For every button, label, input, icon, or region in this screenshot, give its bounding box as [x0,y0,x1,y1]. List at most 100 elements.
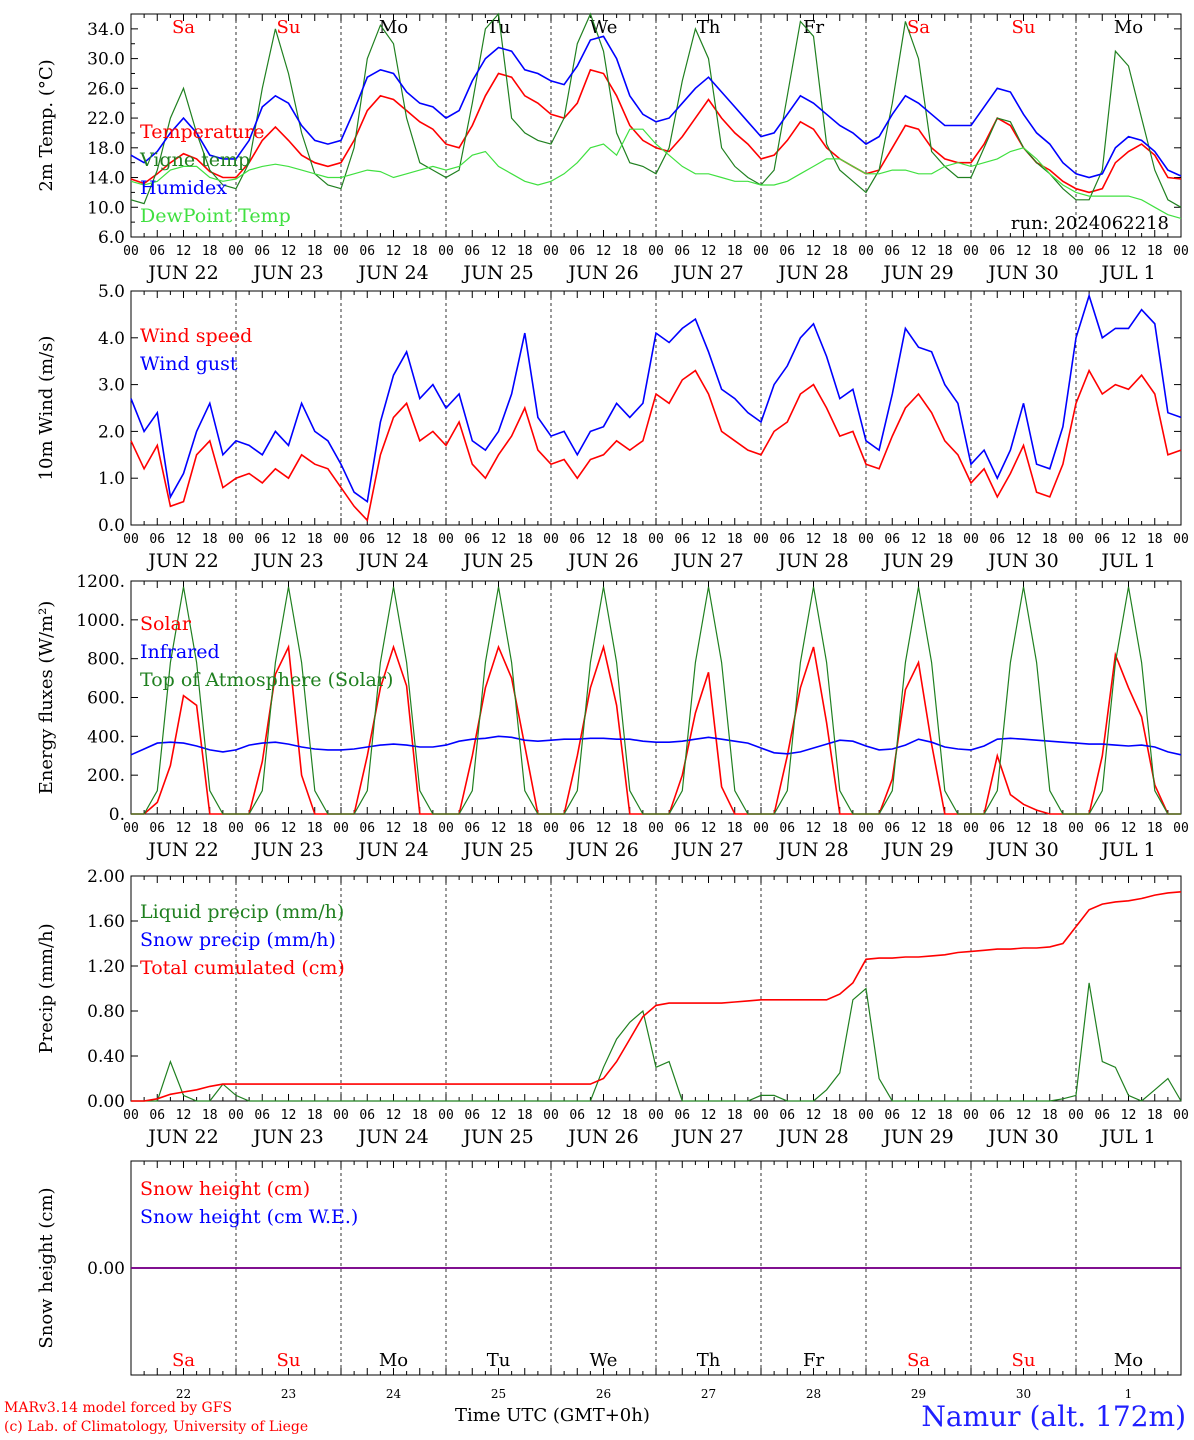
date-label: JUN 30 [986,839,1058,861]
legend-entry: Liquid precip (mm/h) [140,901,344,923]
panel-wind: 0.0 1.0 2.0 3.0 4.0 5.0 10m Wind (m/s) 00 06 12 18… [36,282,1189,572]
weekday-label: Sa [907,17,930,38]
weekday-label: Mo [379,17,408,38]
y-tick-label: 6.0 [98,228,125,248]
day-number-label: 22 [176,1387,191,1401]
date-label: JUN 28 [776,1126,848,1148]
day-number-label: 25 [491,1387,506,1401]
panel-precip: 0.00 0.40 0.80 1.20 1.60 2.00 Precip (mm/h) 00 0… [36,867,1189,1148]
date-label: JUN 29 [881,839,953,861]
hour-tick-label: 12 [176,1108,192,1123]
hour-tick-label: 12 [176,244,192,259]
hour-tick-label: 06 [359,244,375,259]
legend-entry: Snow height (cm W.E.) [140,1206,358,1228]
weekday-label: Sa [172,1350,195,1371]
hour-tick-label: 12 [596,821,612,836]
y-tick-label: 14.0 [87,169,125,189]
hour-tick-label: 06 [464,821,480,836]
hour-tick-label: 00 [963,532,979,547]
hour-tick-label: 12 [281,821,297,836]
hour-tick-label: 06 [149,532,165,547]
day-number-label: 30 [1016,1387,1031,1401]
hour-tick-label: 18 [517,244,533,259]
hour-tick-label: 06 [779,821,795,836]
hour-tick-label: 12 [1016,1108,1032,1123]
hour-tick-label: 00 [753,244,769,259]
hour-tick-label: 18 [832,821,848,836]
hour-tick-label: 06 [1094,821,1110,836]
date-label: JUN 25 [461,550,533,572]
hour-tick-label: 18 [1147,244,1163,259]
date-label: JUL 1 [1099,262,1155,284]
hour-tick-label: 18 [202,821,218,836]
hour-tick-label: 18 [517,1108,533,1123]
hour-tick-label: 12 [386,244,402,259]
weekday-label: Su [277,17,301,38]
y-tick-label: 0.40 [87,1047,125,1067]
hour-tick-label: 12 [491,532,507,547]
hour-tick-label: 12 [176,821,192,836]
date-label: JUN 29 [881,262,953,284]
hour-tick-label: 12 [701,532,717,547]
hour-tick-label: 12 [596,532,612,547]
date-label: JUN 25 [461,262,533,284]
weekday-label: Sa [172,17,195,38]
hour-tick-label: 06 [569,244,585,259]
date-label: JUN 29 [881,550,953,572]
y-tick-label: 800. [87,650,125,670]
date-label: JUN 23 [251,1126,323,1148]
hour-tick-label: 12 [176,532,192,547]
hour-tick-label: 00 [438,1108,454,1123]
hour-tick-label: 06 [674,821,690,836]
model-credit-line2: (c) Lab. of Climatology, University of L… [4,1419,309,1435]
hour-tick-label: 00 [753,1108,769,1123]
date-label: JUN 27 [671,262,743,284]
date-label: JUN 29 [881,1126,953,1148]
x-axis-title: Time UTC (GMT+0h) [455,1405,650,1426]
hour-tick-label: 12 [1016,244,1032,259]
hour-tick-label: 18 [937,1108,953,1123]
hour-tick-label: 18 [937,821,953,836]
hour-tick-label: 18 [412,532,428,547]
hour-tick-label: 12 [491,821,507,836]
hour-tick-label: 06 [254,244,270,259]
hour-tick-label: 06 [674,1108,690,1123]
hour-tick-label: 00 [438,821,454,836]
hour-tick-label: 18 [1147,532,1163,547]
hour-tick-label: 00 [1173,821,1189,836]
weekday-label: We [590,1350,618,1371]
hour-tick-label: 00 [1068,532,1084,547]
hour-tick-label: 18 [1042,821,1058,836]
hour-tick-label: 00 [963,1108,979,1123]
date-label: JUN 25 [461,839,533,861]
date-label: JUN 28 [776,550,848,572]
hour-tick-label: 06 [149,821,165,836]
y-axis-label: Precip (mm/h) [36,923,57,1053]
hour-tick-label: 06 [779,244,795,259]
y-axis-label: Snow height (cm) [36,1187,57,1348]
legend-entry: Wind speed [140,325,252,347]
series-line-temperature [130,68,1182,194]
panel-snow: 0.00 Snow height (cm) Sa 22 Su 23 Mo 24 Tu 25 We 26… [36,1160,1182,1401]
weekday-label: Fr [803,1350,824,1371]
hour-tick-label: 00 [1068,821,1084,836]
hour-tick-label: 18 [727,532,743,547]
y-tick-label: 5.0 [98,282,125,302]
hour-tick-label: 06 [1094,532,1110,547]
date-label: JUL 1 [1099,839,1155,861]
hour-tick-label: 18 [202,244,218,259]
panel-temp: 6.0 10.0 14.0 18.0 22.0 26.0 30.0 34.0 2m Temp. … [36,12,1189,284]
date-label: JUL 1 [1099,1126,1155,1148]
series-line-top-of-atmosphere-solar- [131,586,1181,815]
hour-tick-label: 06 [149,244,165,259]
series-line-dewpoint-temp [130,128,1182,219]
hour-tick-label: 12 [911,1108,927,1123]
hour-tick-label: 06 [464,1108,480,1123]
hour-tick-label: 06 [779,532,795,547]
hour-tick-label: 18 [937,532,953,547]
hour-tick-label: 06 [254,532,270,547]
hour-tick-label: 06 [989,1108,1005,1123]
date-label: JUN 23 [251,839,323,861]
model-credit-line1: MARv3.14 model forced by GFS [4,1400,233,1416]
hour-tick-label: 12 [701,244,717,259]
